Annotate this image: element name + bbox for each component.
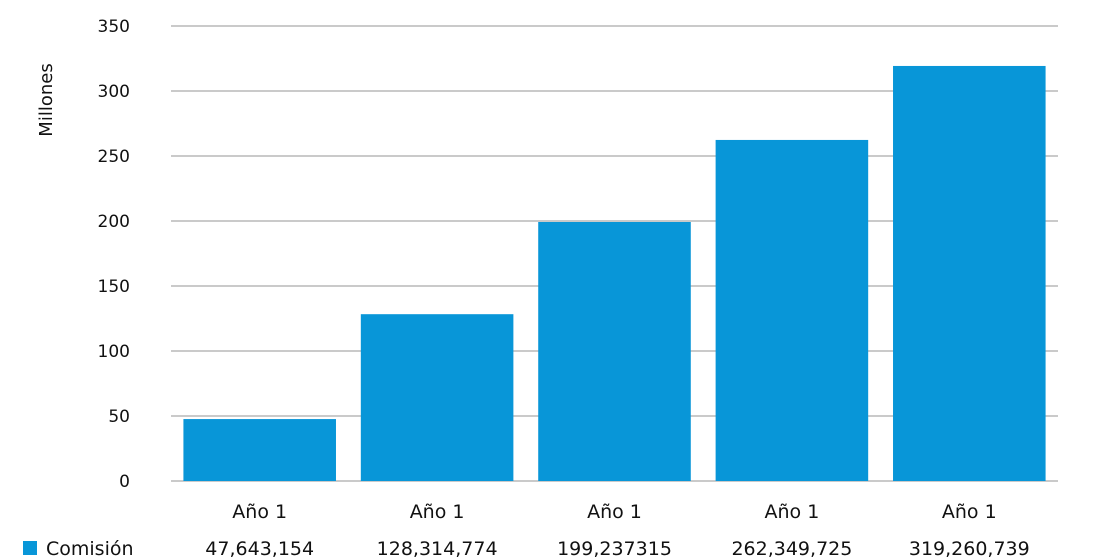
data-table-value: 128,314,774 <box>377 538 498 558</box>
bar <box>538 221 691 481</box>
y-tick-label: 50 <box>108 407 130 427</box>
y-tick-label: 100 <box>98 342 130 362</box>
y-tick-label: 200 <box>98 212 130 232</box>
y-tick-label: 300 <box>98 82 130 102</box>
data-table-value: 262,349,725 <box>731 538 852 558</box>
data-table-value: 199,237315 <box>557 538 672 558</box>
data-table-value: 319,260,739 <box>909 538 1030 558</box>
y-axis-ticks: 0 50 100 150 200 250 300 350 <box>98 17 130 492</box>
y-axis-label: Millones <box>36 63 57 136</box>
bar <box>715 139 869 481</box>
legend-swatch <box>23 541 37 555</box>
y-tick-label: 0 <box>119 472 130 492</box>
data-table: Comisión 47,643,154 128,314,774 199,237315 2… <box>23 538 1030 558</box>
x-category-label: Año 1 <box>942 501 997 523</box>
x-category-label: Año 1 <box>410 501 465 523</box>
bar <box>360 314 514 481</box>
x-axis-categories: Año 1 Año 1 Año 1 Año 1 Año 1 <box>232 501 996 523</box>
bar <box>183 419 336 481</box>
y-tick-label: 150 <box>98 277 130 297</box>
y-tick-label: 250 <box>98 147 130 167</box>
x-category-label: Año 1 <box>587 501 642 523</box>
bars <box>183 65 1046 482</box>
x-category-label: Año 1 <box>765 501 820 523</box>
y-tick-label: 350 <box>98 17 130 37</box>
legend-series-name: Comisión <box>46 538 134 558</box>
bar <box>893 65 1046 482</box>
data-table-value: 47,643,154 <box>205 538 314 558</box>
x-category-label: Año 1 <box>232 501 287 523</box>
